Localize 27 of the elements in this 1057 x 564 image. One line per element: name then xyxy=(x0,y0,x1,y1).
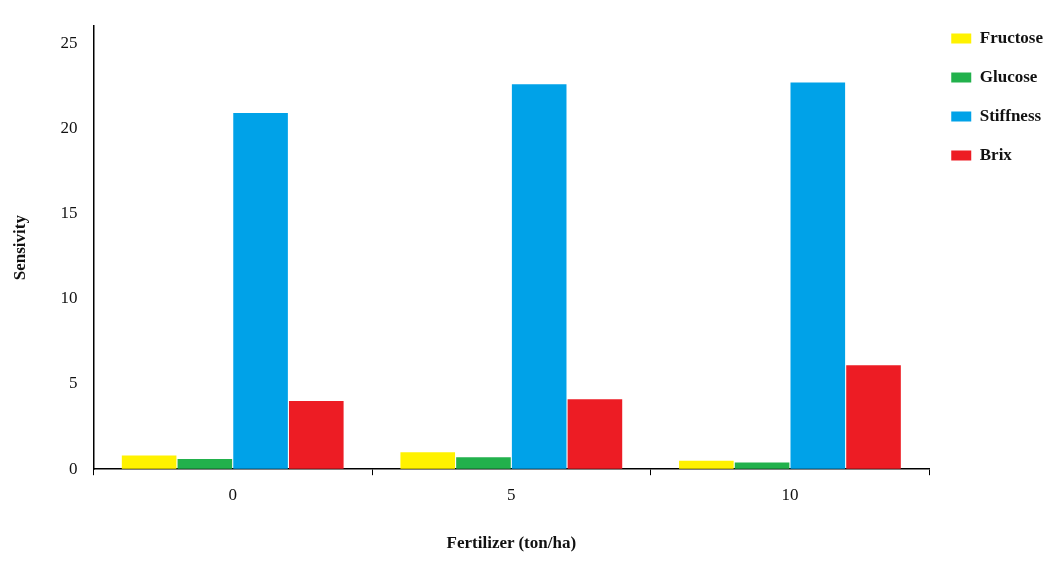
legend-label: Brix xyxy=(979,144,1013,164)
legend-label: Stiffness xyxy=(979,105,1042,125)
legend-label: Glucose xyxy=(979,66,1038,86)
y-tick-label: 15 xyxy=(60,203,78,223)
x-tick-label: 0 xyxy=(228,484,237,504)
y-tick-label: 10 xyxy=(60,288,78,308)
x-tick-label: 10 xyxy=(781,484,799,504)
bar xyxy=(790,82,846,469)
bar xyxy=(288,401,344,469)
bar xyxy=(233,113,288,469)
x-tick-label: 5 xyxy=(507,484,516,504)
bar xyxy=(400,452,456,469)
bar xyxy=(511,84,567,469)
bar xyxy=(734,462,790,469)
bar xyxy=(567,399,623,469)
y-axis-title: Sensivity xyxy=(9,214,29,281)
bar xyxy=(177,458,233,469)
y-tick-label: 5 xyxy=(68,373,78,393)
y-tick-label: 20 xyxy=(60,117,78,137)
bar xyxy=(846,365,901,469)
bar xyxy=(456,457,511,469)
bar xyxy=(121,455,177,469)
legend-label: Fructose xyxy=(979,27,1044,47)
bar xyxy=(679,460,734,469)
y-tick-label: 0 xyxy=(68,458,78,478)
x-axis-title: Fertilizer (ton/ha) xyxy=(446,533,577,553)
y-tick-label: 25 xyxy=(60,32,78,52)
